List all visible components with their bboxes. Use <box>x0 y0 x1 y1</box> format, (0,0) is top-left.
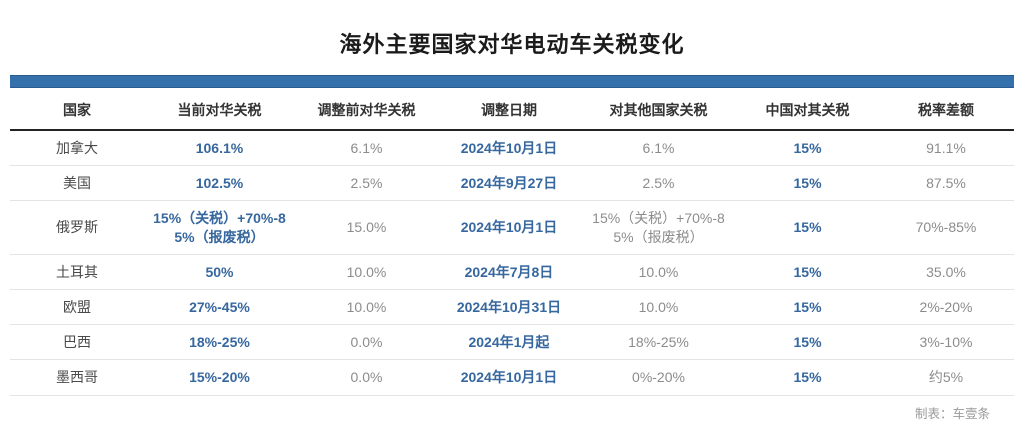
table-body: 加拿大 106.1% 6.1% 2024年10月1日 6.1% 15% 91.1% 美国 102… <box>10 130 1014 396</box>
table-row: 俄罗斯 15%（关税）+70%-85%（报废税） 15.0% 2024年10月1日 15… <box>10 200 1014 255</box>
table-row: 美国 102.5% 2.5% 2024年9月27日 2.5% 15% 87.5% <box>10 165 1014 202</box>
table-cell: 2024年10月1日 <box>437 200 580 255</box>
table-cell: 15% <box>737 165 878 202</box>
table-cell: 2024年10月1日 <box>437 130 580 167</box>
table-cell: 2.5% <box>579 165 738 202</box>
column-header-4: 调整日期 <box>437 88 580 131</box>
table-cell: 俄罗斯 <box>10 200 144 255</box>
table-cell: 27%-45% <box>143 289 295 326</box>
table-cell: 加拿大 <box>10 130 144 167</box>
table-cell: 15% <box>737 254 878 290</box>
table-cell: 15%（关税）+70%-85%（报废税） <box>579 200 738 255</box>
table-cell: 15% <box>737 324 878 361</box>
table-cell: 15%（关税）+70%-85%（报废税） <box>143 200 295 255</box>
table-cell: 15.0% <box>294 200 438 255</box>
table-cell: 18%-25% <box>143 324 295 361</box>
table-cell: 102.5% <box>143 165 295 202</box>
table-cell: 15% <box>737 289 878 326</box>
table-cell: 美国 <box>10 165 144 202</box>
table-cell: 10.0% <box>579 254 738 290</box>
table-cell: 2024年9月27日 <box>437 165 580 202</box>
table-cell: 约5% <box>878 359 1014 396</box>
page-title: 海外主要国家对华电动车关税变化 <box>339 32 685 57</box>
header-row: 国家 当前对华关税 调整前对华关税 调整日期 对其他国家关税 中国对其关税 税率差额 <box>10 88 1014 131</box>
table-cell: 10.0% <box>579 289 738 326</box>
table-header: 国家 当前对华关税 调整前对华关税 调整日期 对其他国家关税 中国对其关税 税率差额 <box>10 88 1014 131</box>
table-cell: 70%-85% <box>878 200 1014 255</box>
column-header-1: 国家 <box>10 88 144 131</box>
table-cell: 91.1% <box>878 130 1014 167</box>
table-cell: 0.0% <box>294 359 438 396</box>
table-cell: 18%-25% <box>579 324 738 361</box>
table-cell: 2%-20% <box>878 289 1014 326</box>
table-cell: 35.0% <box>878 254 1014 290</box>
table-row: 加拿大 106.1% 6.1% 2024年10月1日 6.1% 15% 91.1% <box>10 130 1014 167</box>
table-cell: 巴西 <box>10 324 144 361</box>
table-cell: 2024年10月31日 <box>437 289 580 326</box>
table-row: 墨西哥 15%-20% 0.0% 2024年10月1日 0%-20% 15% 约5% <box>10 359 1014 396</box>
table-cell: 3%-10% <box>878 324 1014 361</box>
table-cell: 6.1% <box>294 130 438 167</box>
table-row: 巴西 18%-25% 0.0% 2024年1月起 18%-25% 15% 3%-10% <box>10 324 1014 361</box>
table-cell: 0%-20% <box>579 359 738 396</box>
table-cell: 2.5% <box>294 165 438 202</box>
column-header-5: 对其他国家关税 <box>579 88 738 131</box>
column-header-3: 调整前对华关税 <box>294 88 438 131</box>
table-cell: 6.1% <box>579 130 738 167</box>
table-cell: 10.0% <box>294 289 438 326</box>
table-cell: 87.5% <box>878 165 1014 202</box>
column-header-2: 当前对华关税 <box>143 88 295 131</box>
table-cell: 15% <box>737 130 878 167</box>
table-cell: 2024年7月8日 <box>437 254 580 290</box>
table-cell: 土耳其 <box>10 254 144 290</box>
table-cell: 欧盟 <box>10 289 144 326</box>
table-row: 欧盟 27%-45% 10.0% 2024年10月31日 10.0% 15% 2%-20% <box>10 289 1014 326</box>
table-cell: 15% <box>737 200 878 255</box>
table-cell: 0.0% <box>294 324 438 361</box>
table-cell: 2024年1月起 <box>437 324 580 361</box>
table-cell: 10.0% <box>294 254 438 290</box>
table-cell: 15% <box>737 359 878 396</box>
table-cell: 106.1% <box>143 130 295 167</box>
table-row: 土耳其 50% 10.0% 2024年7月8日 10.0% 15% 35.0% <box>10 254 1014 290</box>
tariff-table: 国家 当前对华关税 调整前对华关税 调整日期 对其他国家关税 中国对其关税 税率差额 加拿大… <box>10 88 1014 396</box>
column-header-6: 中国对其关税 <box>737 88 878 131</box>
table-cell: 2024年10月1日 <box>437 359 580 396</box>
table-cell: 墨西哥 <box>10 359 144 396</box>
accent-bar <box>10 75 1014 88</box>
credit-line: 制表：车壹条 <box>914 406 990 421</box>
table-cell: 50% <box>143 254 295 290</box>
table-cell: 15%-20% <box>143 359 295 396</box>
column-header-7: 税率差额 <box>878 88 1014 131</box>
